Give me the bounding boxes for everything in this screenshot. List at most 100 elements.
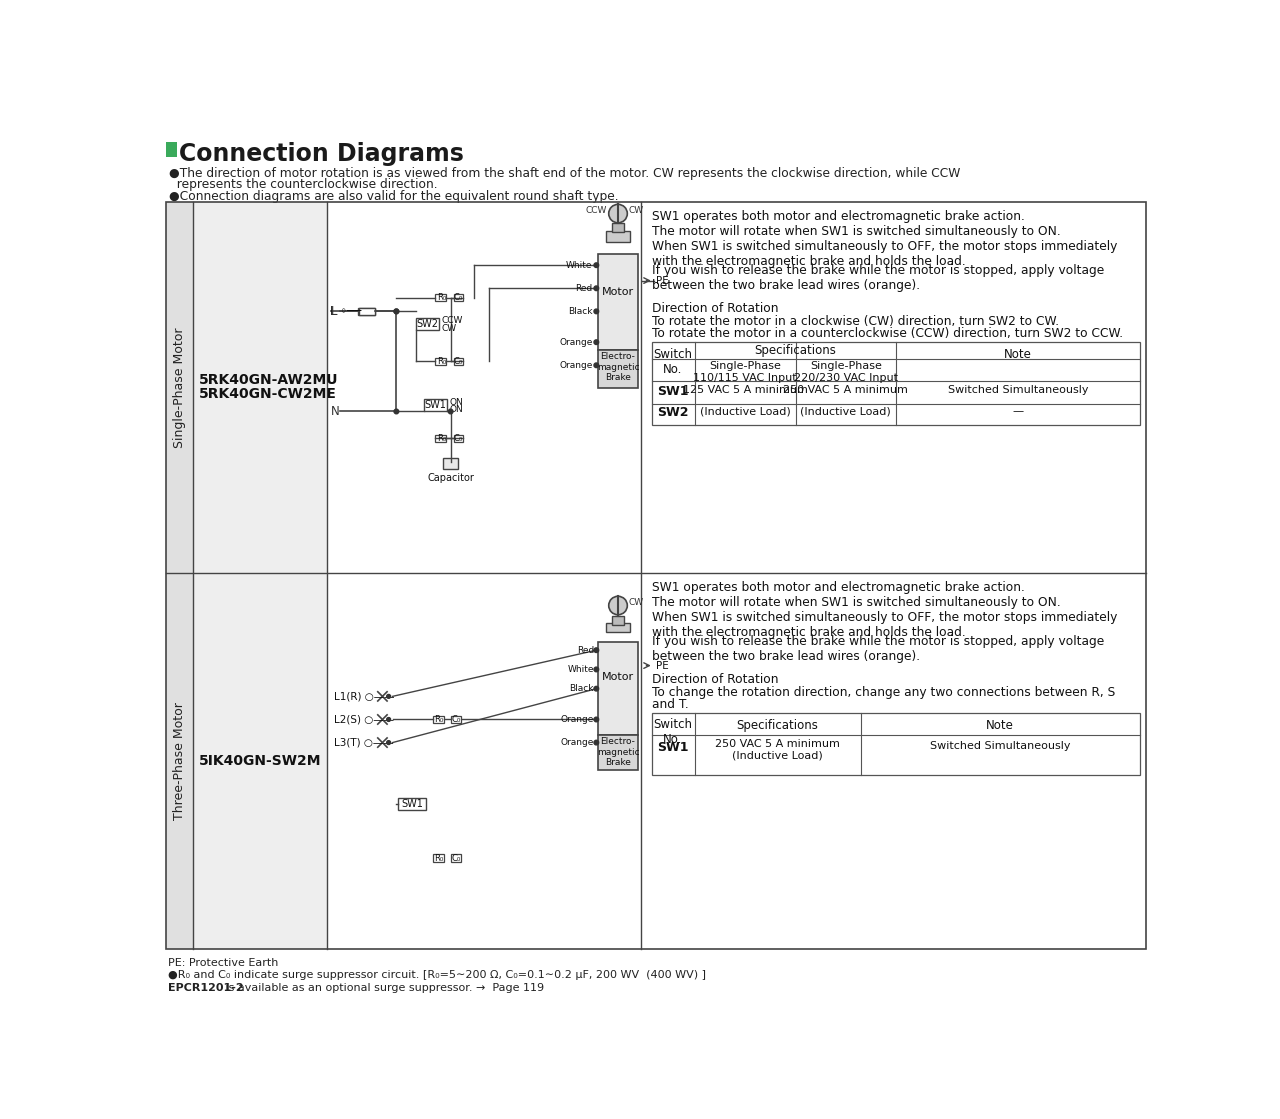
Text: Specifications: Specifications [737, 720, 819, 733]
Circle shape [394, 309, 398, 313]
Circle shape [594, 667, 599, 671]
Bar [192, 203, 326, 573]
Text: R₀: R₀ [436, 357, 445, 366]
Bar [612, 615, 625, 624]
Text: 5RK40GN-AW2MU: 5RK40GN-AW2MU [198, 373, 338, 387]
Text: represents the counterclockwise direction.: represents the counterclockwise directio… [169, 178, 438, 191]
Text: Switch
No.: Switch No. [654, 718, 692, 746]
Text: ON: ON [449, 405, 463, 414]
Text: To rotate the motor in a clockwise (CW) direction, turn SW2 to CW.: To rotate the motor in a clockwise (CW) … [652, 316, 1060, 328]
Text: Switch
No.: Switch No. [654, 348, 692, 376]
Text: Specifications: Specifications [755, 345, 836, 357]
Text: SW1: SW1 [401, 799, 422, 809]
Text: Single-Phase Motor: Single-Phase Motor [173, 328, 186, 448]
Circle shape [394, 309, 398, 313]
Bar [443, 458, 458, 469]
Text: White: White [566, 261, 593, 270]
Text: L3(T) ○——: L3(T) ○—— [334, 737, 394, 747]
Circle shape [594, 286, 599, 291]
Text: SW2: SW2 [658, 406, 689, 420]
Bar [605, 623, 631, 632]
Circle shape [594, 741, 599, 745]
Text: Direction of Rotation: Direction of Rotation [652, 302, 778, 316]
Text: If you wish to release the brake while the motor is stopped, apply voltage
betwe: If you wish to release the brake while t… [652, 634, 1105, 662]
Text: Black: Black [568, 307, 593, 316]
Circle shape [394, 410, 398, 414]
Text: CCW: CCW [586, 206, 607, 215]
Text: White: White [567, 665, 594, 674]
Text: PE: PE [657, 660, 668, 670]
Text: Three-Phase Motor: Three-Phase Motor [173, 702, 186, 820]
Text: SW2: SW2 [416, 319, 438, 329]
Bar [453, 434, 463, 442]
Bar [416, 318, 439, 330]
Circle shape [594, 648, 599, 652]
Text: EPCR1201-2: EPCR1201-2 [168, 982, 243, 993]
Text: L1(R) ○——: L1(R) ○—— [334, 692, 394, 702]
Circle shape [594, 309, 599, 313]
Text: L2(S) ○——: L2(S) ○—— [334, 714, 394, 724]
Bar [435, 358, 445, 365]
Text: Direction of Rotation: Direction of Rotation [652, 674, 778, 686]
Text: 5RK40GN-CW2ME: 5RK40GN-CW2ME [198, 387, 337, 401]
Text: (Inductive Load): (Inductive Load) [700, 406, 791, 416]
Text: Capacitor: Capacitor [428, 473, 474, 483]
Bar [166, 203, 192, 949]
Bar [452, 716, 461, 723]
Text: If you wish to release the brake while the motor is stopped, apply voltage
betwe: If you wish to release the brake while t… [652, 264, 1105, 292]
Text: Single-Phase
220/230 VAC Input: Single-Phase 220/230 VAC Input [794, 361, 897, 383]
Text: —: — [1012, 406, 1024, 416]
Circle shape [387, 717, 390, 722]
Bar [453, 293, 463, 301]
Text: SW1: SW1 [658, 385, 689, 397]
Bar [652, 342, 1139, 425]
Bar [612, 223, 625, 232]
Text: To rotate the motor in a counterclockwise (CCW) direction, turn SW2 to CCW.: To rotate the motor in a counterclockwis… [652, 327, 1124, 340]
Circle shape [448, 410, 453, 414]
Circle shape [594, 263, 599, 267]
Bar [166, 203, 1146, 949]
Text: Motor: Motor [602, 288, 634, 298]
Text: C₀: C₀ [453, 434, 463, 443]
Text: and T.: and T. [652, 698, 689, 711]
Bar [360, 308, 375, 316]
Bar [652, 713, 1139, 775]
Text: Orange: Orange [561, 739, 594, 747]
Text: Note: Note [986, 720, 1014, 733]
Text: R₀: R₀ [434, 715, 444, 724]
Text: R₀: R₀ [436, 434, 445, 443]
Text: CCW: CCW [442, 317, 462, 326]
Circle shape [594, 686, 599, 692]
Text: Orange: Orange [559, 338, 593, 347]
Text: (Inductive Load): (Inductive Load) [800, 406, 891, 416]
Bar [357, 308, 375, 316]
Text: R₀: R₀ [434, 854, 444, 863]
Text: To change the rotation direction, change any two connections between R, S: To change the rotation direction, change… [652, 686, 1115, 699]
Bar [435, 293, 445, 301]
Text: Red: Red [577, 646, 594, 655]
Text: C₀: C₀ [453, 357, 463, 366]
Text: Electro-
magnetic
Brake: Electro- magnetic Brake [596, 737, 639, 767]
Text: ●Connection diagrams are also valid for the equivalent round shaft type.: ●Connection diagrams are also valid for … [169, 190, 620, 203]
Text: C₀: C₀ [452, 715, 461, 724]
Bar [433, 854, 444, 862]
Text: SW1 operates both motor and electromagnetic brake action.
The motor will rotate : SW1 operates both motor and electromagne… [652, 209, 1117, 267]
Bar [398, 798, 426, 810]
Bar [598, 350, 639, 388]
Text: N: N [330, 405, 339, 419]
Text: Electro-
magnetic
Brake: Electro- magnetic Brake [596, 352, 639, 382]
Circle shape [594, 363, 599, 367]
Text: Connection Diagrams: Connection Diagrams [179, 142, 465, 166]
Text: PE: Protective Earth: PE: Protective Earth [168, 958, 278, 968]
Text: 250 VAC 5 A minimum: 250 VAC 5 A minimum [783, 385, 909, 395]
Text: R₀: R₀ [436, 293, 445, 302]
Text: ●R₀ and C₀ indicate surge suppressor circuit. [R₀=5∼200 Ω, C₀=0.1∼0.2 μF, 200 WV: ●R₀ and C₀ indicate surge suppressor cir… [168, 970, 705, 980]
Text: Motor: Motor [602, 673, 634, 683]
Circle shape [387, 695, 390, 698]
Circle shape [594, 717, 599, 722]
Text: CW: CW [628, 206, 644, 215]
Bar [424, 399, 447, 412]
Bar [433, 716, 444, 723]
Text: L ◦──: L ◦── [330, 304, 362, 318]
Text: Switched Simultaneously: Switched Simultaneously [947, 385, 1088, 395]
